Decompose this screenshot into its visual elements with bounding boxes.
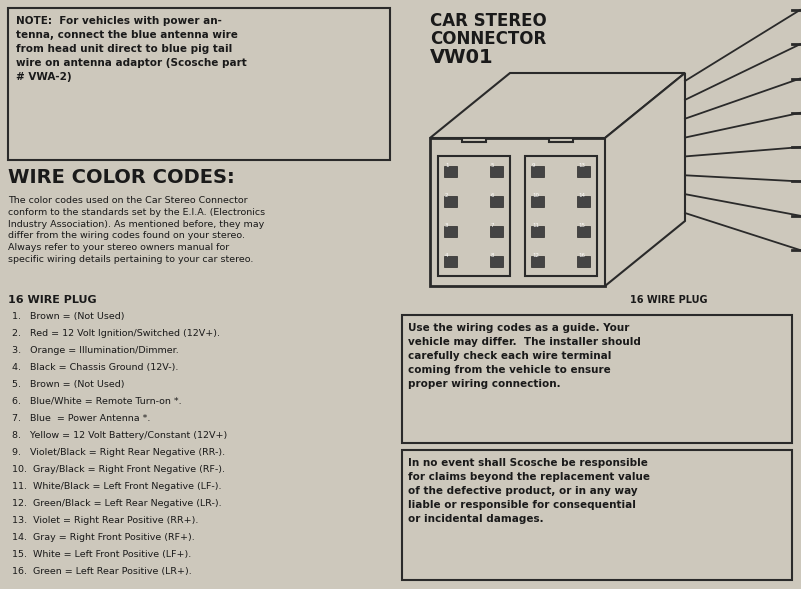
Text: 12.  Green/Black = Left Rear Negative (LR-).: 12. Green/Black = Left Rear Negative (LR… (12, 499, 222, 508)
Bar (444, 256, 457, 267)
Bar (531, 166, 544, 177)
Text: 14.  Gray = Right Front Positive (RF+).: 14. Gray = Right Front Positive (RF+). (12, 533, 195, 542)
Text: 4: 4 (445, 253, 449, 258)
Bar (438, 156, 510, 276)
Bar (402, 450, 792, 580)
Text: 13.  Violet = Right Rear Positive (RR+).: 13. Violet = Right Rear Positive (RR+). (12, 516, 199, 525)
Text: 3: 3 (445, 223, 449, 228)
Bar (490, 256, 503, 267)
Text: 1: 1 (445, 163, 449, 168)
Text: 10.  Gray/Black = Right Front Negative (RF-).: 10. Gray/Black = Right Front Negative (R… (12, 465, 225, 474)
Text: 7: 7 (491, 223, 494, 228)
Bar (531, 256, 544, 267)
Text: 6: 6 (491, 193, 494, 198)
Text: Use the wiring codes as a guide. Your
vehicle may differ.  The installer should
: Use the wiring codes as a guide. Your ve… (408, 323, 641, 389)
Bar (577, 256, 590, 267)
Bar (490, 196, 503, 207)
Bar (462, 124, 486, 142)
Text: 8.   Yellow = 12 Volt Battery/Constant (12V+): 8. Yellow = 12 Volt Battery/Constant (12… (12, 431, 227, 440)
Text: 12: 12 (532, 253, 539, 258)
Bar (577, 166, 590, 177)
Text: WIRE COLOR CODES:: WIRE COLOR CODES: (8, 168, 235, 187)
Text: 5.   Brown = (Not Used): 5. Brown = (Not Used) (12, 380, 124, 389)
Polygon shape (430, 73, 685, 138)
Bar (525, 156, 597, 276)
Bar (577, 226, 590, 237)
Bar (444, 196, 457, 207)
Text: 9.   Violet/Black = Right Rear Negative (RR-).: 9. Violet/Black = Right Rear Negative (R… (12, 448, 225, 457)
Text: 8: 8 (491, 253, 494, 258)
Text: 14: 14 (578, 193, 585, 198)
Bar (490, 166, 503, 177)
Text: 15: 15 (578, 223, 585, 228)
Text: 13: 13 (578, 163, 585, 168)
Text: The color codes used on the Car Stereo Connector
conform to the standards set by: The color codes used on the Car Stereo C… (8, 196, 265, 264)
Text: 4.   Black = Chassis Ground (12V-).: 4. Black = Chassis Ground (12V-). (12, 363, 179, 372)
Text: 6.   Blue/White = Remote Turn-on *.: 6. Blue/White = Remote Turn-on *. (12, 397, 182, 406)
Text: 11.  White/Black = Left Front Negative (LF-).: 11. White/Black = Left Front Negative (L… (12, 482, 222, 491)
Text: NOTE:  For vehicles with power an-
tenna, connect the blue antenna wire
from hea: NOTE: For vehicles with power an- tenna,… (16, 16, 247, 82)
Text: 10: 10 (532, 193, 539, 198)
Text: CONNECTOR: CONNECTOR (430, 30, 546, 48)
Bar (490, 226, 503, 237)
Text: 1.   Brown = (Not Used): 1. Brown = (Not Used) (12, 312, 124, 321)
Text: 15.  White = Left Front Positive (LF+).: 15. White = Left Front Positive (LF+). (12, 550, 191, 559)
Text: CAR STEREO: CAR STEREO (430, 12, 547, 30)
Text: 5: 5 (491, 163, 494, 168)
Bar (8, 8, 390, 160)
Text: 9: 9 (532, 163, 536, 168)
Text: 7.   Blue  = Power Antenna *.: 7. Blue = Power Antenna *. (12, 414, 151, 423)
Text: 16.  Green = Left Rear Positive (LR+).: 16. Green = Left Rear Positive (LR+). (12, 567, 191, 576)
Bar (444, 226, 457, 237)
Text: In no event shall Scosche be responsible
for claims beyond the replacement value: In no event shall Scosche be responsible… (408, 458, 650, 524)
Text: 3.   Orange = Illumination/Dimmer.: 3. Orange = Illumination/Dimmer. (12, 346, 179, 355)
Bar (444, 166, 457, 177)
Text: VW01: VW01 (430, 48, 493, 67)
Text: 11: 11 (532, 223, 539, 228)
Bar (430, 138, 605, 286)
Text: 2: 2 (445, 193, 449, 198)
Polygon shape (605, 73, 685, 286)
Bar (531, 226, 544, 237)
Text: 16: 16 (578, 253, 585, 258)
Bar (402, 315, 792, 443)
Text: 16 WIRE PLUG: 16 WIRE PLUG (630, 295, 707, 305)
Bar (577, 196, 590, 207)
Text: 2.   Red = 12 Volt Ignition/Switched (12V+).: 2. Red = 12 Volt Ignition/Switched (12V+… (12, 329, 220, 338)
Bar (531, 196, 544, 207)
Text: 16 WIRE PLUG: 16 WIRE PLUG (8, 295, 97, 305)
Bar (549, 124, 573, 142)
